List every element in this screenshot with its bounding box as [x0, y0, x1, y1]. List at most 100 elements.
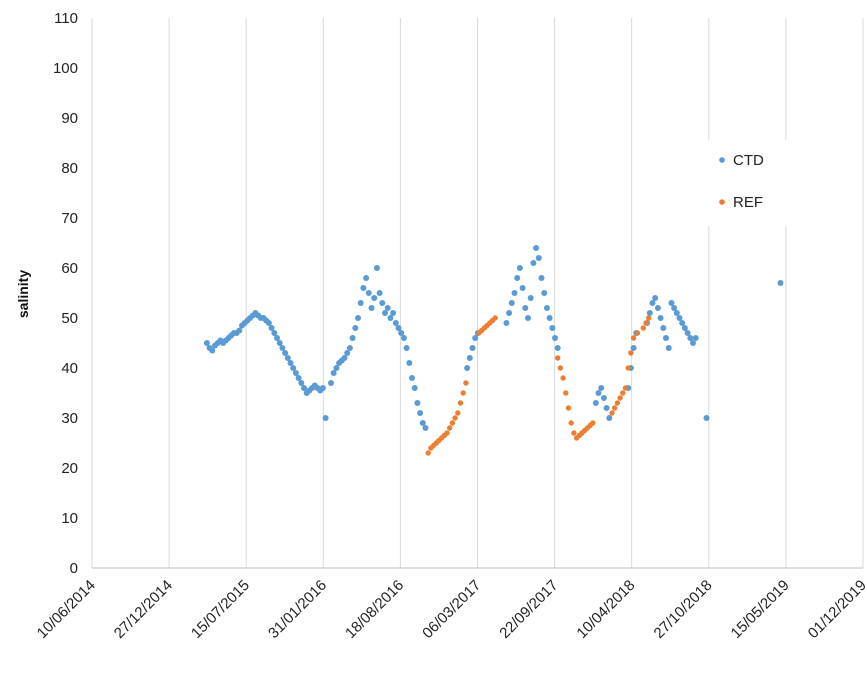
data-point-ctd	[673, 310, 680, 316]
data-point-ctd	[541, 290, 548, 296]
data-point-ctd	[543, 305, 550, 311]
data-point-ctd	[598, 385, 605, 391]
data-point-ref	[609, 410, 615, 416]
data-point-ctd	[352, 325, 359, 331]
legend-box	[700, 140, 792, 226]
data-point-ref	[622, 385, 629, 391]
data-point-ctd	[400, 335, 407, 341]
data-point-ref	[560, 375, 566, 381]
data-point-ref	[643, 320, 649, 326]
data-point-ctd	[209, 347, 216, 354]
x-tick-label: 22/09/2017	[496, 577, 561, 642]
data-point-ctd	[552, 335, 558, 341]
data-point-ctd	[379, 300, 386, 306]
data-point-ref	[646, 315, 652, 321]
data-point-ctd	[346, 345, 353, 351]
y-tick-label: 30	[61, 410, 78, 427]
data-point-ref	[612, 405, 618, 411]
data-point-ctd	[527, 295, 534, 301]
x-tick-label: 31/01/2016	[265, 577, 330, 642]
y-tick-label: 50	[61, 310, 78, 327]
data-point-ctd	[373, 265, 380, 271]
data-point-ref	[640, 325, 646, 331]
data-point-ctd	[284, 355, 291, 361]
data-point-ref	[449, 420, 456, 426]
data-point-ref	[460, 390, 466, 396]
data-point-ctd	[295, 375, 302, 381]
y-tick-labels: 0 10 20 30 40 50 60 70 80 90 100 110	[53, 10, 78, 577]
y-tick-label: 110	[54, 10, 78, 27]
data-point-ctd	[368, 305, 375, 311]
data-point-ctd	[387, 315, 394, 321]
data-point-ctd	[344, 350, 351, 356]
x-tick-label: 18/08/2016	[342, 577, 407, 642]
data-point-ctd	[654, 305, 661, 311]
data-point-ctd	[422, 425, 429, 431]
legend-label-ctd: CTD	[733, 152, 764, 169]
data-point-ctd	[268, 325, 275, 331]
data-point-ctd	[298, 380, 305, 386]
data-point-ctd	[530, 260, 537, 266]
data-series	[203, 245, 784, 456]
data-point-ctd	[403, 345, 410, 351]
data-point-ctd	[357, 300, 364, 306]
data-point-ctd	[681, 325, 688, 331]
data-point-ctd	[274, 335, 280, 341]
data-point-ctd	[466, 355, 473, 361]
data-point-ctd	[657, 315, 664, 321]
data-point-ref	[565, 405, 572, 411]
data-point-ctd	[668, 300, 675, 306]
data-point-ctd	[287, 360, 294, 366]
data-point-ref	[457, 400, 464, 406]
data-point-ref	[568, 420, 574, 426]
data-point-ctd	[549, 325, 556, 331]
data-point-ctd	[777, 280, 784, 286]
data-point-ctd	[333, 365, 340, 371]
data-point-ctd	[684, 330, 691, 336]
data-point-ctd	[276, 340, 283, 346]
data-point-ctd	[703, 415, 710, 421]
data-point-ctd	[679, 320, 686, 326]
data-point-ctd	[519, 285, 526, 291]
data-point-ctd	[603, 405, 610, 411]
data-point-ctd	[595, 390, 602, 396]
data-point-ctd	[290, 365, 297, 371]
data-point-ref	[571, 430, 577, 436]
data-point-ref	[463, 380, 469, 386]
data-point-ctd	[546, 315, 553, 321]
x-tick-label: 27/12/2014	[111, 577, 176, 642]
x-tick-label: 10/06/2014	[34, 577, 99, 642]
x-tick-label: 15/05/2019	[728, 577, 793, 642]
data-point-ctd	[292, 370, 299, 376]
series-ctd	[203, 245, 784, 431]
x-tick-label: 01/12/2019	[805, 577, 867, 642]
y-tick-label: 10	[61, 510, 78, 527]
data-point-ctd	[279, 345, 286, 351]
data-point-ctd	[660, 325, 667, 331]
data-point-ctd	[349, 335, 356, 341]
data-point-ctd	[417, 410, 424, 416]
data-point-ctd	[503, 320, 510, 326]
legend-label-ref: REF	[733, 194, 763, 211]
data-point-ctd	[398, 330, 405, 336]
data-point-ref	[617, 395, 623, 401]
series-ref	[425, 315, 652, 456]
y-axis-label: salinity	[15, 270, 31, 318]
legend: CTD REF	[700, 140, 792, 226]
data-point-ctd	[265, 320, 272, 326]
data-point-ctd	[322, 415, 329, 421]
data-point-ref	[628, 350, 634, 356]
data-point-ref	[563, 390, 569, 396]
data-point-ctd	[538, 275, 545, 281]
data-point-ctd	[663, 335, 669, 341]
legend-marker-ctd	[719, 157, 725, 163]
data-point-ref	[590, 420, 596, 426]
data-point-ctd	[236, 327, 243, 334]
data-point-ctd	[554, 345, 561, 351]
data-point-ctd	[271, 330, 278, 336]
data-point-ctd	[676, 315, 683, 321]
y-tick-label: 70	[61, 210, 78, 227]
vertical-gridlines	[91, 18, 864, 568]
data-point-ctd	[376, 290, 383, 296]
